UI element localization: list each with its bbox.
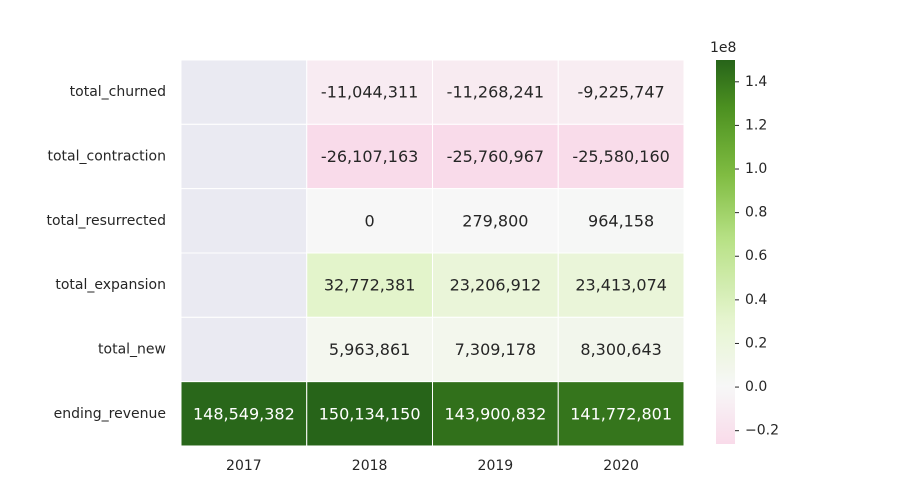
heatmap-cell <box>557 316 685 383</box>
cell-value-label: 5,963,861 <box>329 340 410 359</box>
row-labels: total_churned total_contraction total_resu… <box>47 84 167 422</box>
colorbar-tick-label: 1.2 <box>745 117 767 133</box>
cell-value-label: 148,549,382 <box>193 404 295 423</box>
cell-value-label: 23,206,912 <box>450 276 542 295</box>
heatmap-cell <box>432 59 559 125</box>
colorbar-tick-label: 0.8 <box>745 205 767 221</box>
heatmap-cell <box>557 381 685 447</box>
row-label: total_churned <box>70 84 166 100</box>
heatmap-cells: -11,044,311 -11,268,241 -9,225,747 -26,107,… <box>180 59 685 447</box>
cell-value-label: -9,225,747 <box>578 83 665 102</box>
cell-value-label: 279,800 <box>462 211 528 230</box>
heatmap-cell <box>180 316 308 383</box>
heatmap-cell <box>180 381 308 447</box>
cell-value-label: 150,134,150 <box>319 404 421 423</box>
heatmap-cell <box>557 59 685 125</box>
heatmap-cell <box>306 252 433 318</box>
cell-value-label: 23,413,074 <box>575 276 667 295</box>
heatmap-cell <box>306 381 433 447</box>
column-label: 2018 <box>352 458 388 474</box>
cell-value-label: 8,300,643 <box>580 340 661 359</box>
row-label: ending_revenue <box>54 406 166 422</box>
cell-value-label: -25,760,967 <box>447 147 544 166</box>
colorbar-tick-label: 1.4 <box>745 74 767 90</box>
heatmap-cell <box>306 123 433 190</box>
heatmap-cell <box>432 316 559 383</box>
heatmap-cell <box>432 188 559 254</box>
colorbar-tick-label: −0.2 <box>745 423 779 439</box>
colorbar-ticks: −0.2 0.0 0.2 0.4 0.6 0.8 1.0 1.2 1.4 <box>735 74 779 439</box>
column-labels: 2017 2018 2019 2020 <box>226 458 639 474</box>
cell-value-label: -26,107,163 <box>321 147 418 166</box>
colorbar-tick-label: 1.0 <box>745 161 767 177</box>
row-label: total_contraction <box>48 149 167 165</box>
cell-value-label: 32,772,381 <box>324 276 416 295</box>
cell-value-label: -25,580,160 <box>572 147 669 166</box>
colorbar-tick-label: 0.0 <box>745 379 767 395</box>
heatmap-cell <box>306 316 433 383</box>
heatmap-cell <box>180 59 308 125</box>
heatmap-cell <box>306 59 433 125</box>
column-label: 2019 <box>478 458 514 474</box>
cell-value-label: 0 <box>365 211 375 230</box>
heatmap-cell <box>557 252 685 318</box>
cell-value-label: 141,772,801 <box>570 404 672 423</box>
heatmap-cell <box>180 188 308 254</box>
heatmap-cell <box>557 123 685 190</box>
row-label: total_expansion <box>55 277 166 293</box>
heatmap-cell <box>432 381 559 447</box>
colorbar-tick-label: 0.4 <box>745 292 767 308</box>
column-label: 2020 <box>603 458 639 474</box>
heatmap-cell <box>432 123 559 190</box>
colorbar-tick-label: 0.6 <box>745 248 767 264</box>
colorbar-gradient <box>716 60 735 444</box>
heatmap-cell <box>180 252 308 318</box>
cell-value-label: -11,268,241 <box>447 83 544 102</box>
row-label: total_new <box>98 341 166 357</box>
cell-value-label: 964,158 <box>588 211 654 230</box>
row-label: total_resurrected <box>47 213 167 229</box>
column-label: 2017 <box>226 458 262 474</box>
cell-value-label: -11,044,311 <box>321 83 418 102</box>
colorbar-tick-label: 0.2 <box>745 335 767 351</box>
colorbar-offset-label: 1e8 <box>710 40 736 56</box>
heatmap-cell <box>180 123 308 190</box>
cell-value-label: 7,309,178 <box>455 340 536 359</box>
cell-value-label: 143,900,832 <box>444 404 546 423</box>
colorbar: −0.2 0.0 0.2 0.4 0.6 0.8 1.0 1.2 1.4 1e8 <box>710 40 779 444</box>
